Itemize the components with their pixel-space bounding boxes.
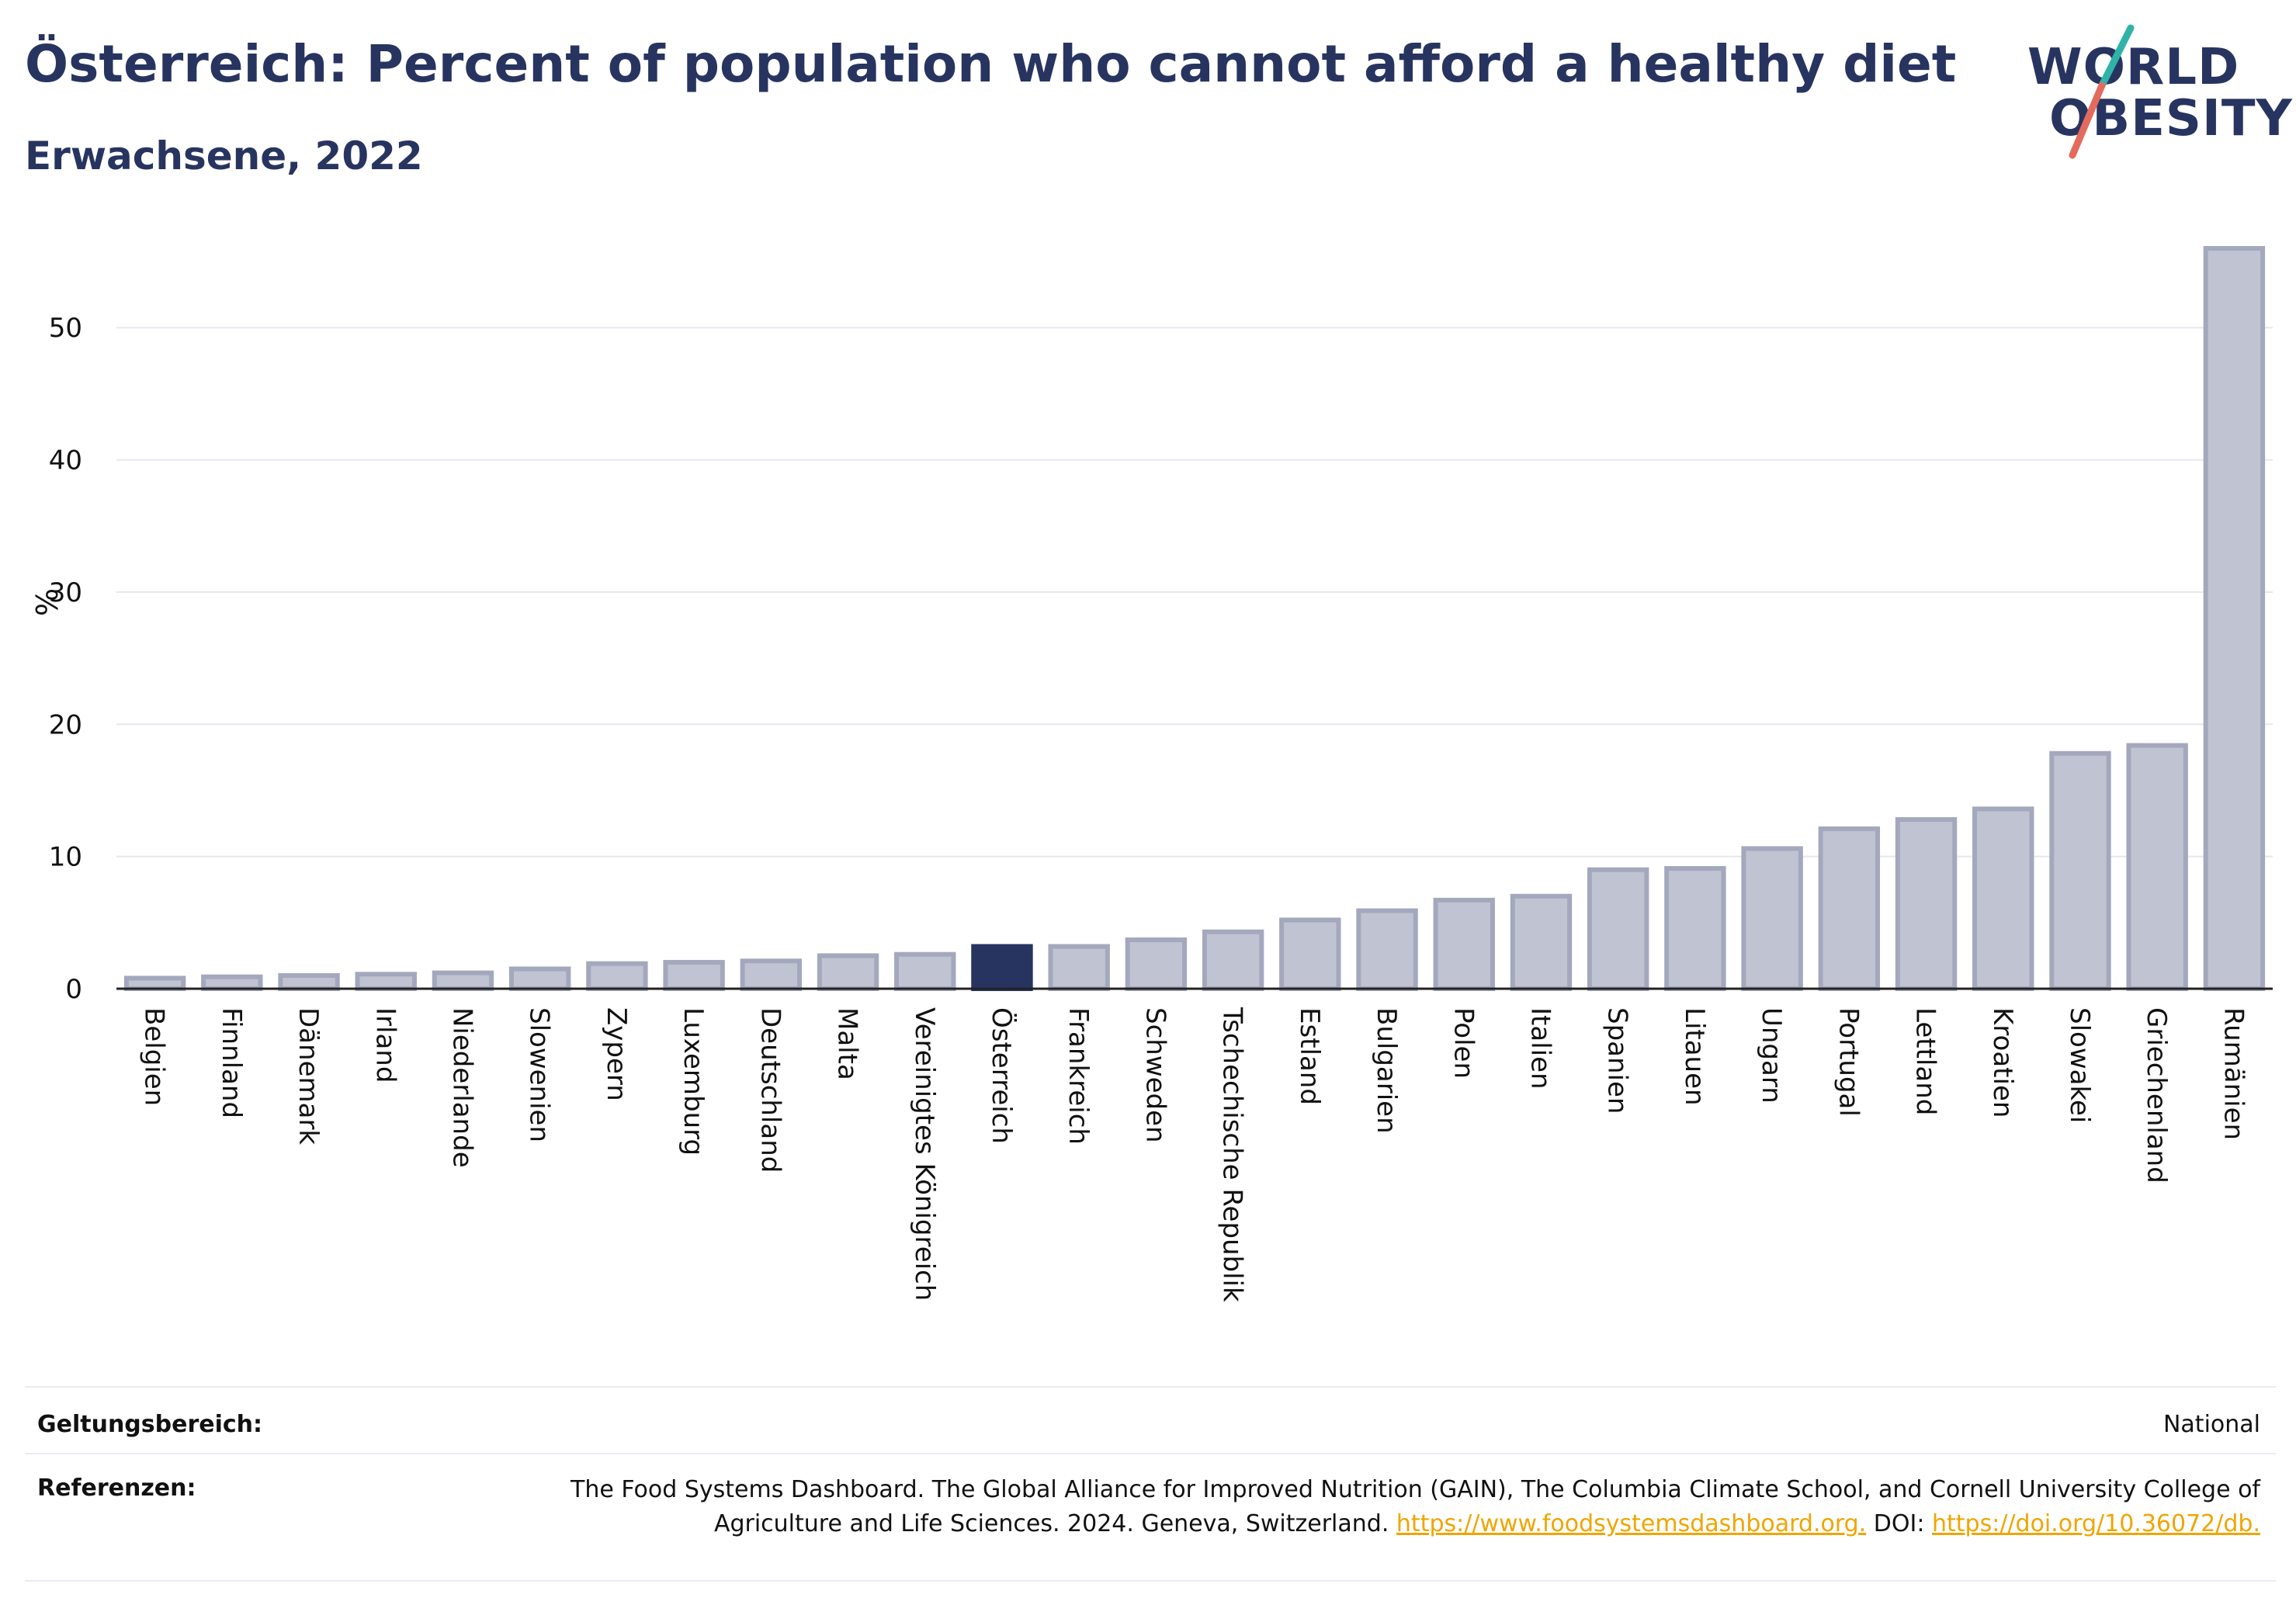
bar bbox=[663, 959, 725, 992]
x-tick-label: Schweden bbox=[1139, 1007, 1171, 1143]
chart-title: Österreich: Percent of population who ca… bbox=[25, 34, 1957, 94]
footer-divider bbox=[25, 1453, 2276, 1454]
bar bbox=[355, 972, 417, 992]
y-tick-label: 10 bbox=[49, 842, 82, 873]
x-tick-label: Malta bbox=[832, 1007, 863, 1080]
bar bbox=[1972, 806, 2034, 992]
x-tick-label: Slowenien bbox=[524, 1007, 555, 1142]
x-tick-label: Belgien bbox=[139, 1007, 170, 1106]
bar bbox=[1279, 917, 1341, 992]
x-tick-label: Tschechische Republik bbox=[1217, 1007, 1248, 1302]
x-tick-label: Litauen bbox=[1679, 1007, 1710, 1106]
bar bbox=[971, 944, 1033, 992]
x-tick-label: Vereinigtes Königreich bbox=[909, 1007, 940, 1301]
logo-line-1: WORLD bbox=[2027, 39, 2240, 96]
x-tick-label: Zypern bbox=[601, 1007, 632, 1101]
bar bbox=[2126, 743, 2188, 991]
y-tick-label: 0 bbox=[65, 974, 82, 1005]
x-tick-label: Estland bbox=[1294, 1007, 1325, 1105]
references-doi-label: DOI: bbox=[1873, 1510, 1925, 1537]
references-text: The Food Systems Dashboard. The Global A… bbox=[553, 1473, 2260, 1541]
bar bbox=[2203, 246, 2266, 991]
x-tick-label: Spanien bbox=[1602, 1007, 1633, 1114]
scope-label: Geltungsbereich: bbox=[37, 1411, 263, 1438]
x-tick-label: Kroatien bbox=[1987, 1007, 2018, 1118]
chart-subtitle: Erwachsene, 2022 bbox=[25, 133, 423, 178]
bar bbox=[1048, 944, 1110, 992]
x-tick-label: Dänemark bbox=[293, 1007, 324, 1145]
x-tick-label: Luxemburg bbox=[678, 1007, 709, 1156]
x-tick-label: Italien bbox=[1524, 1007, 1556, 1090]
x-tick-label: Ungarn bbox=[1756, 1007, 1787, 1104]
x-tick-label: Slowakei bbox=[2064, 1007, 2095, 1123]
y-tick-label: 30 bbox=[49, 577, 82, 608]
x-tick-label: Lettland bbox=[1910, 1007, 1941, 1115]
bar bbox=[1741, 846, 1803, 991]
reference-link-dashboard[interactable]: https://www.foodsystemsdashboard.org. bbox=[1396, 1510, 1867, 1537]
x-tick-label: Finnland bbox=[216, 1007, 247, 1118]
bar bbox=[123, 976, 186, 992]
y-tick-label: 50 bbox=[49, 313, 82, 344]
references-label: Referenzen: bbox=[37, 1475, 196, 1502]
x-tick-label: Griechenland bbox=[2141, 1007, 2172, 1184]
bar bbox=[586, 961, 648, 992]
bar bbox=[894, 951, 956, 992]
bar-chart: 0 10 20 30 40 50% Belgien Finnland Dänemark Irlan… bbox=[30, 246, 2273, 1302]
footer-divider bbox=[25, 1580, 2276, 1582]
bar bbox=[432, 970, 494, 991]
bar bbox=[278, 972, 340, 991]
bar bbox=[201, 974, 263, 991]
x-tick-label: Portugal bbox=[1833, 1007, 1864, 1117]
bar bbox=[1587, 867, 1649, 992]
bar bbox=[508, 966, 571, 991]
references-body: The Food Systems Dashboard. The Global A… bbox=[571, 1476, 2260, 1537]
bar bbox=[740, 958, 803, 991]
x-tick-label: Irland bbox=[369, 1007, 401, 1083]
scope-value: National bbox=[2162, 1411, 2260, 1438]
bar bbox=[1433, 897, 1495, 991]
bar bbox=[1664, 865, 1726, 991]
x-tick-label: Deutschland bbox=[754, 1007, 786, 1173]
x-tick-label: Rumänien bbox=[2218, 1007, 2249, 1140]
x-tick-label: Österreich bbox=[986, 1007, 1018, 1144]
logo-slash-icon bbox=[2069, 24, 2135, 159]
reference-link-doi[interactable]: https://doi.org/10.36072/db. bbox=[1932, 1510, 2260, 1537]
y-tick-label: 20 bbox=[49, 709, 82, 740]
bar bbox=[2049, 750, 2111, 991]
x-tick-label: Niederlande bbox=[446, 1007, 477, 1168]
x-tick-label: Polen bbox=[1448, 1007, 1479, 1079]
bar bbox=[817, 953, 879, 992]
bar bbox=[1125, 937, 1188, 992]
bar bbox=[1202, 929, 1264, 992]
y-axis-label: % bbox=[30, 588, 64, 616]
y-tick-label: 40 bbox=[49, 445, 82, 477]
bar bbox=[1510, 893, 1573, 991]
footer-divider bbox=[25, 1386, 2276, 1388]
x-tick-label: Bulgarien bbox=[1371, 1007, 1402, 1134]
world-obesity-logo: WORLD OBESITY bbox=[2018, 22, 2292, 169]
bar bbox=[1356, 908, 1418, 991]
x-tick-label: Frankreich bbox=[1063, 1007, 1094, 1145]
bar bbox=[1895, 816, 1958, 992]
bar bbox=[1818, 826, 1881, 991]
